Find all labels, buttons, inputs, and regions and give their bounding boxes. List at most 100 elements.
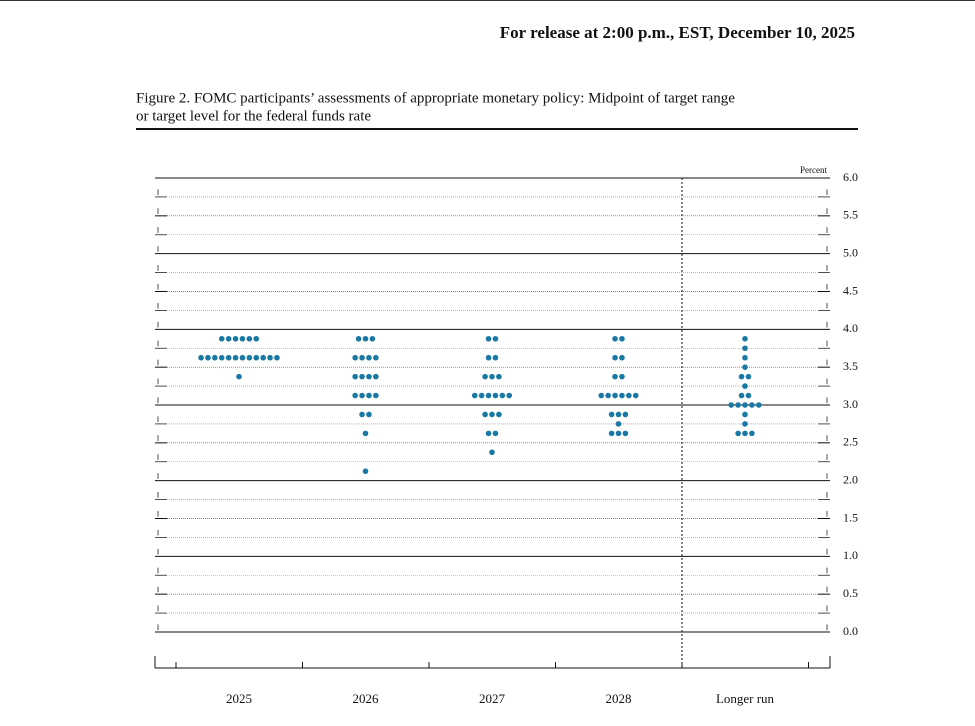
dot — [492, 430, 499, 437]
dot — [232, 335, 239, 342]
dot — [612, 373, 618, 380]
dot — [728, 402, 734, 408]
dot — [742, 345, 748, 352]
x-tick-label: 2025 — [226, 691, 252, 706]
dot — [253, 335, 260, 342]
dot — [212, 354, 218, 361]
dot — [274, 354, 280, 361]
dot — [615, 430, 622, 437]
dot — [489, 411, 495, 418]
dot — [622, 411, 629, 418]
y-tick-label: 0.0 — [843, 624, 858, 638]
dot — [373, 354, 379, 361]
y-tick-label: 1.5 — [843, 510, 858, 524]
y-tick-label: 3.0 — [843, 397, 858, 411]
dot — [496, 411, 502, 418]
y-tick-label: 4.0 — [843, 321, 858, 335]
x-tick-label: Longer run — [716, 691, 775, 706]
dot — [619, 373, 625, 380]
y-tick-label: 4.5 — [843, 283, 858, 297]
y-tick-label: 3.5 — [843, 359, 858, 373]
dot — [352, 392, 358, 399]
dot — [362, 430, 369, 437]
dot — [260, 354, 266, 361]
dot — [749, 402, 755, 408]
dot — [496, 373, 502, 380]
dot — [632, 392, 639, 399]
dot — [359, 373, 365, 380]
chart-title: or target level for the federal funds ra… — [136, 108, 371, 124]
release-note: For release at 2:00 p.m., EST, December … — [500, 23, 855, 42]
dot — [492, 335, 499, 342]
dot — [612, 354, 618, 361]
dot — [742, 411, 748, 418]
dot — [366, 373, 372, 380]
dot — [359, 411, 365, 418]
dot — [619, 354, 625, 361]
dot — [366, 392, 372, 399]
dot — [742, 402, 748, 408]
dot — [619, 335, 625, 342]
dot — [482, 373, 488, 380]
dot — [615, 411, 622, 418]
dot — [742, 354, 748, 361]
dot — [373, 373, 379, 380]
dot — [239, 335, 246, 342]
chart-title: Figure 2. FOMC participants’ assessments… — [136, 90, 735, 106]
dot — [471, 392, 478, 399]
dot — [225, 354, 232, 361]
dot — [742, 430, 748, 437]
dot — [615, 421, 622, 427]
dot — [362, 335, 369, 342]
dot — [499, 392, 506, 399]
dot — [198, 354, 204, 361]
y-tick-label: 0.5 — [843, 586, 858, 600]
dot — [232, 354, 239, 361]
dot — [267, 354, 273, 361]
dot — [735, 430, 741, 437]
dot — [369, 335, 376, 342]
dot — [598, 392, 605, 399]
dot — [738, 373, 745, 380]
dot — [612, 392, 618, 399]
dot — [745, 392, 752, 399]
dot — [735, 402, 741, 408]
x-tick-label: 2028 — [606, 691, 632, 706]
dot — [745, 373, 752, 380]
dot — [742, 335, 748, 342]
dot — [352, 373, 358, 380]
dot — [366, 354, 372, 361]
dot — [205, 354, 211, 361]
dot — [485, 430, 492, 437]
y-tick-label: 2.5 — [843, 435, 858, 449]
dot — [478, 392, 485, 399]
dot — [366, 411, 372, 418]
dot — [622, 430, 629, 437]
dot — [489, 373, 495, 380]
dot — [612, 335, 618, 342]
dot — [608, 430, 615, 437]
dot — [506, 392, 513, 399]
dot — [236, 373, 242, 380]
dot — [756, 402, 762, 408]
dot — [482, 411, 488, 418]
dot — [246, 354, 253, 361]
dot — [742, 383, 748, 389]
y-axis-label: Percent — [800, 165, 827, 175]
dot — [239, 354, 246, 361]
y-tick-label: 6.0 — [843, 170, 858, 184]
dot — [605, 392, 611, 399]
dot — [742, 364, 748, 370]
dot — [225, 335, 232, 342]
dot — [218, 354, 225, 361]
dot — [742, 421, 748, 427]
dot — [738, 392, 745, 399]
dot — [492, 354, 499, 361]
dot — [489, 449, 495, 456]
y-tick-label: 5.0 — [843, 245, 858, 259]
dot — [246, 335, 253, 342]
y-tick-label: 2.0 — [843, 472, 858, 486]
dot — [359, 354, 365, 361]
dot — [626, 392, 632, 399]
